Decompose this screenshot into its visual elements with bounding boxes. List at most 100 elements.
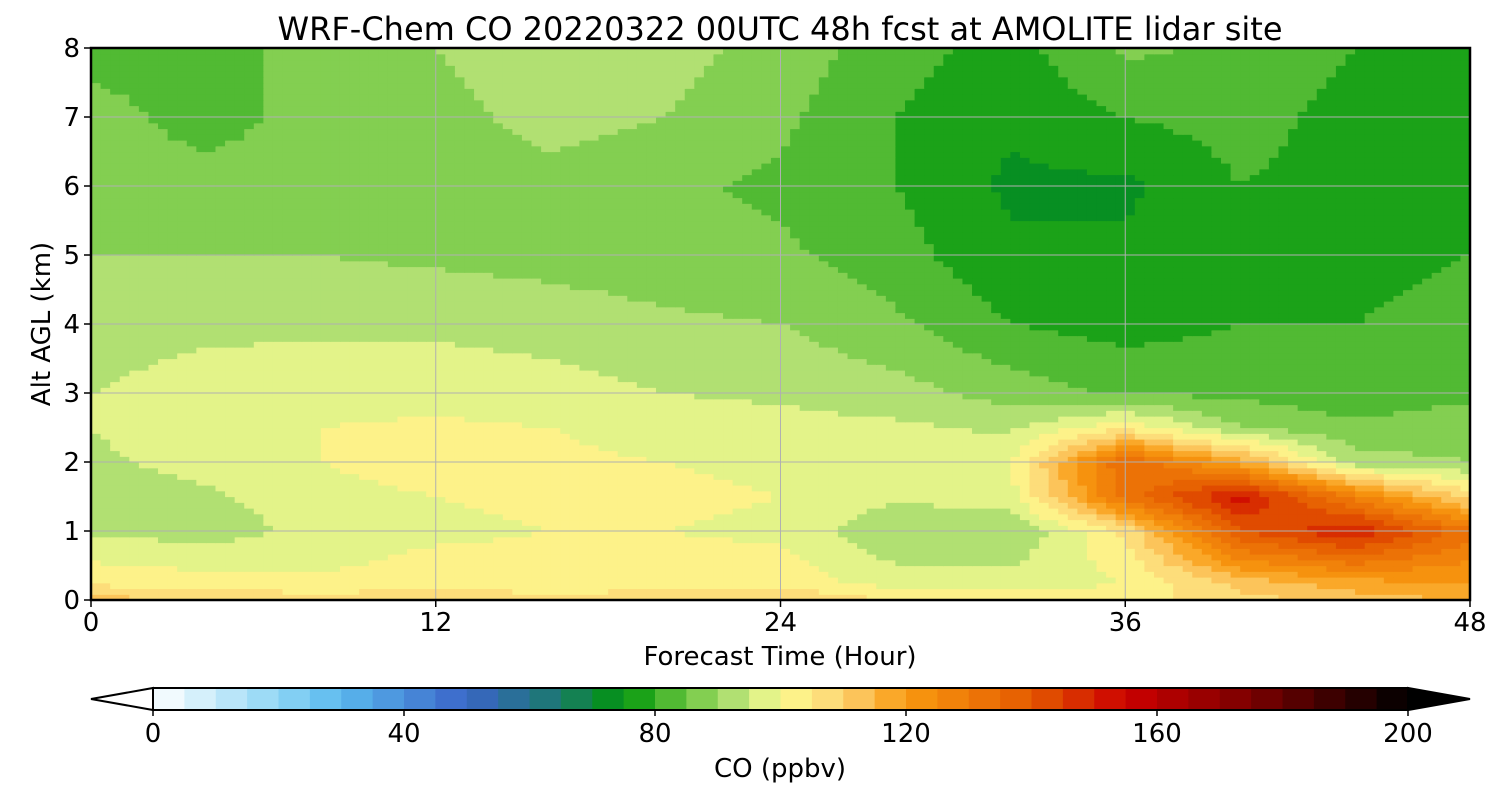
- contour-cell: [1288, 416, 1299, 423]
- contour-cell: [349, 548, 360, 555]
- contour-cell: [1259, 588, 1270, 595]
- contour-cell: [215, 531, 226, 538]
- contour-cell: [1268, 473, 1280, 480]
- contour-cell: [761, 456, 772, 463]
- contour-cell: [770, 565, 782, 572]
- contour-cell: [933, 577, 944, 584]
- contour-cell: [330, 548, 341, 555]
- contour-cell: [167, 536, 178, 544]
- contour-cell: [1355, 502, 1366, 509]
- contour-cell: [1412, 421, 1423, 429]
- contour-cell: [378, 444, 389, 452]
- contour-cell: [167, 467, 178, 475]
- contour-cell: [818, 456, 829, 463]
- contour-cell: [320, 462, 332, 469]
- contour-cell: [445, 462, 456, 469]
- contour-cell: [330, 462, 341, 469]
- contour-cell: [100, 450, 111, 457]
- contour-cell: [320, 531, 332, 538]
- contour-cell: [1259, 467, 1270, 475]
- contour-cell: [1374, 433, 1385, 440]
- contour-cell: [311, 502, 322, 509]
- contour-cell: [694, 502, 705, 509]
- contour-cell: [435, 456, 446, 463]
- contour-cell: [723, 416, 734, 423]
- contour-cell: [1335, 577, 1347, 584]
- contour-cell: [110, 525, 121, 532]
- contour-cell: [560, 582, 571, 590]
- contour-cell: [617, 559, 628, 567]
- contour-cell: [253, 594, 264, 600]
- contour-cell: [483, 427, 494, 434]
- contour-cell: [1086, 421, 1098, 429]
- contour-cell: [1163, 519, 1174, 526]
- contour-cell: [1364, 427, 1375, 434]
- contour-cell: [933, 439, 944, 446]
- contour-cell: [512, 542, 523, 549]
- contour-cell: [368, 565, 379, 572]
- contour-cell: [426, 496, 437, 503]
- contour-cell: [1153, 508, 1165, 515]
- contour-cell: [1460, 421, 1470, 429]
- contour-cell: [1134, 456, 1146, 463]
- contour-cell: [1307, 421, 1318, 429]
- contour-cell: [904, 433, 916, 440]
- contour-cell: [675, 450, 686, 457]
- contour-cell: [1326, 444, 1337, 452]
- contour-cell: [387, 427, 399, 434]
- contour-cell: [646, 519, 657, 526]
- contour-cell: [1096, 479, 1107, 486]
- contour-cell: [119, 577, 130, 584]
- contour-cell: [1182, 513, 1193, 521]
- contour-cell: [1000, 577, 1011, 584]
- contour-cell: [924, 444, 935, 452]
- contour-cell: [962, 467, 973, 475]
- contour-cell: [1153, 444, 1165, 452]
- contour-cell: [234, 433, 245, 440]
- contour-cell: [1058, 439, 1069, 446]
- contour-cell: [454, 588, 466, 595]
- contour-cell: [292, 582, 303, 590]
- contour-cell: [1307, 490, 1318, 498]
- contour-cell: [895, 473, 906, 480]
- contour-cell: [1010, 554, 1021, 561]
- contour-cell: [1422, 433, 1433, 440]
- contour-cell: [263, 479, 274, 486]
- contour-cell: [1019, 427, 1031, 434]
- contour-cell: [129, 513, 140, 521]
- contour-cell: [1153, 473, 1165, 480]
- contour-cell: [723, 496, 734, 503]
- contour-cell: [1374, 502, 1385, 509]
- contour-cell: [1173, 427, 1184, 434]
- contour-cell: [445, 410, 456, 417]
- contour-cell: [972, 588, 983, 595]
- contour-cell: [579, 582, 590, 590]
- contour-cell: [1048, 416, 1059, 423]
- contour-cell: [1316, 571, 1327, 578]
- contour-cell: [646, 571, 657, 578]
- contour-cell: [1460, 450, 1470, 457]
- contour-cell: [761, 462, 772, 469]
- contour-cell: [435, 531, 446, 538]
- contour-cell: [1067, 519, 1078, 526]
- contour-cell: [1153, 519, 1165, 526]
- contour-cell: [407, 450, 418, 457]
- contour-cell: [1307, 577, 1318, 584]
- contour-cell: [579, 456, 590, 463]
- contour-cell: [866, 594, 877, 600]
- contour-cell: [1460, 416, 1470, 423]
- contour-cell: [579, 450, 590, 457]
- contour-cell: [138, 525, 150, 532]
- contour-cell: [1412, 508, 1423, 515]
- contour-cell: [1173, 433, 1184, 440]
- contour-cell: [196, 519, 207, 526]
- contour-cell: [1259, 490, 1270, 498]
- contour-cell: [205, 433, 217, 440]
- contour-cell: [1316, 439, 1327, 446]
- contour-cell: [1335, 513, 1347, 521]
- contour-cell: [1460, 594, 1470, 600]
- contour-cell: [474, 588, 485, 595]
- contour-cell: [435, 433, 446, 440]
- contour-cell: [1211, 421, 1222, 429]
- contour-cell: [675, 531, 686, 538]
